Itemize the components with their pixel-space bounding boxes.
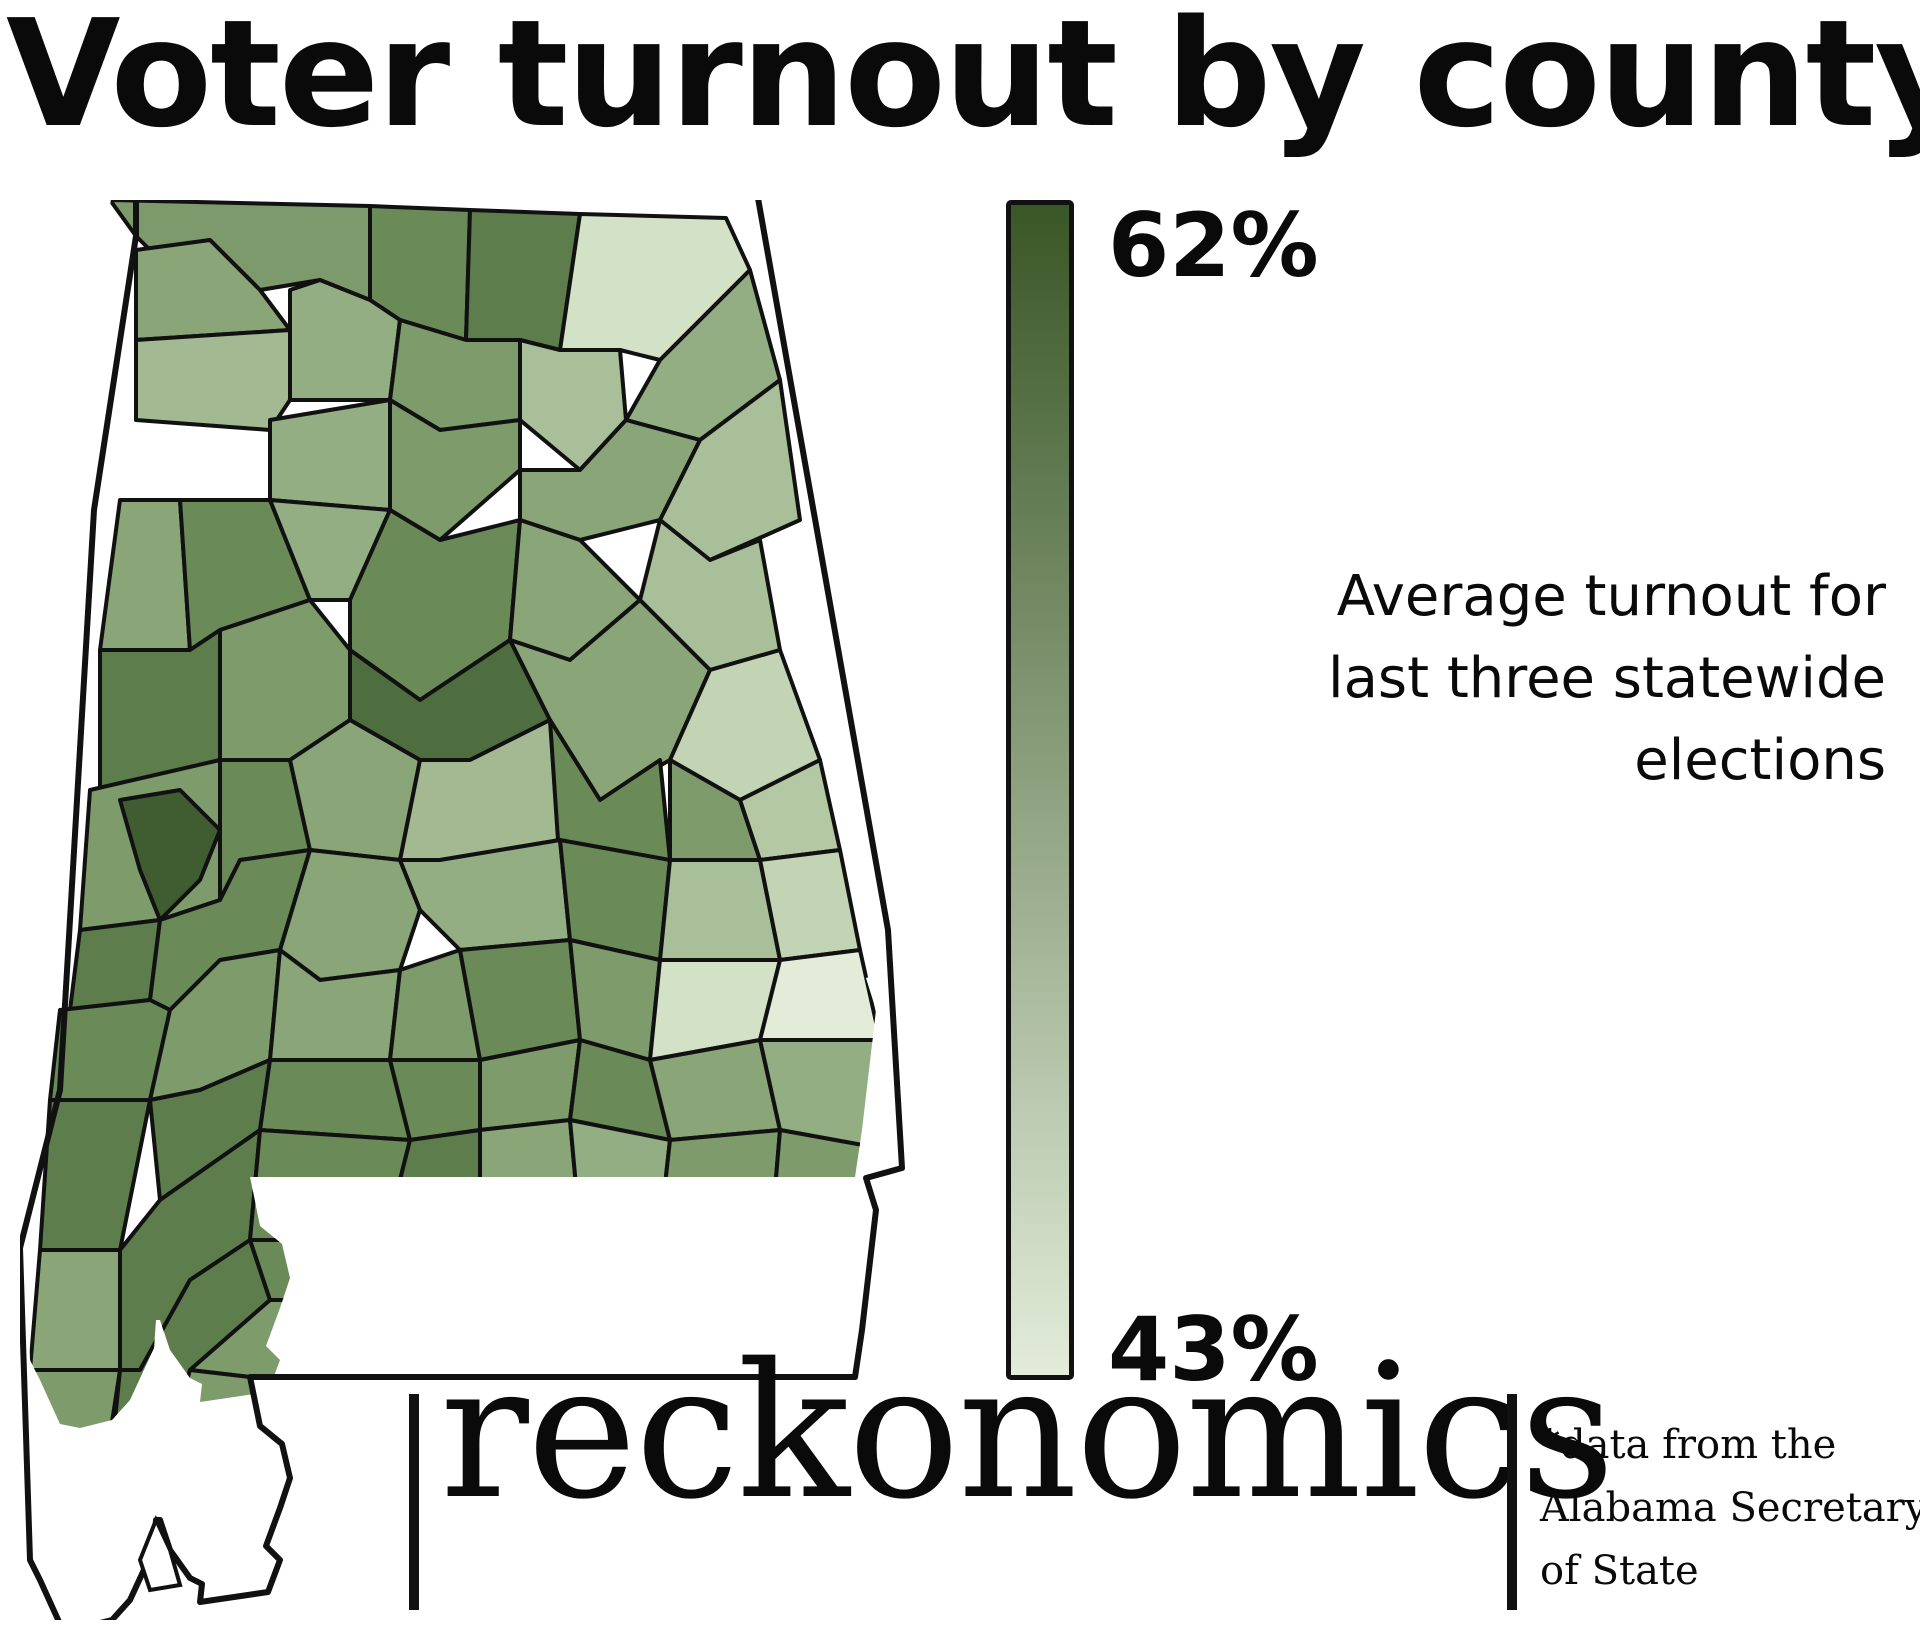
source-line: *data from the (1540, 1422, 1837, 1468)
source-line: Alabama Secretary (1540, 1485, 1920, 1531)
page-title: Voter turnout by county (6, 0, 1920, 160)
county-region (478, 1118, 582, 1232)
brand-divider-right (1507, 1394, 1517, 1610)
county-region (118, 788, 222, 922)
county-region (68, 918, 162, 1012)
county-region (38, 1098, 152, 1252)
county-region (248, 1218, 392, 1302)
county-region (258, 1058, 412, 1142)
brand-logo-text: reckonomics (440, 1323, 1615, 1540)
county-region (98, 498, 192, 652)
data-source-note: *data from the Alabama Secretary of Stat… (1540, 1414, 1920, 1603)
county-region (658, 1128, 782, 1252)
county-region (134, 328, 292, 432)
county-region (758, 848, 862, 962)
source-line: of State (1540, 1548, 1699, 1594)
brand-divider-left (409, 1394, 419, 1610)
legend-description: Average turnout for last three statewide… (1266, 556, 1886, 802)
county-region (578, 1228, 682, 1332)
county-region (108, 1368, 292, 1428)
legend-description-line: elections (1634, 728, 1886, 793)
alabama-county-map (20, 200, 905, 1620)
county-region (28, 1248, 122, 1372)
county-region (248, 1128, 412, 1242)
legend-description-line: Average turnout for (1336, 564, 1886, 629)
county-region (568, 1118, 672, 1232)
legend-description-line: last three statewide (1328, 646, 1886, 711)
scale-max-label: 62% (1108, 194, 1319, 297)
scale-min-label: 43% (1108, 1298, 1319, 1401)
county-region (268, 398, 392, 512)
county-region (758, 948, 882, 1042)
county-region (134, 238, 292, 342)
county-region (20, 1368, 122, 1428)
color-scale-bar (1006, 200, 1074, 1380)
county-region (648, 1038, 782, 1142)
